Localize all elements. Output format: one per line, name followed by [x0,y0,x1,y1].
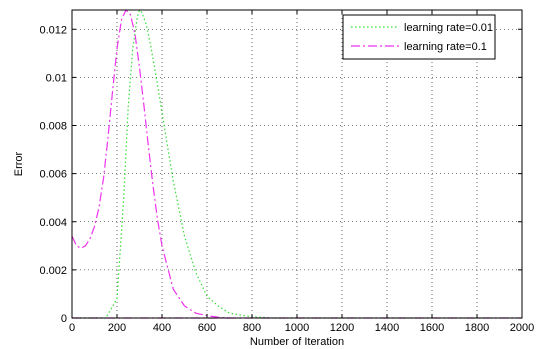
legend-label: learning rate=0.01 [404,22,493,34]
axis-ticks: 0 200 400 600 800 1000 1200 1400 1600 1800 2000 0 0.… [39,10,534,334]
x-tick-label: 1800 [465,322,489,334]
grid-lines [72,10,522,318]
y-tick-label: 0.008 [39,121,67,133]
x-tick-label: 1600 [420,322,444,334]
x-axis-title: Number of Iteration [250,336,344,348]
y-tick-label: 0.012 [39,24,67,36]
x-tick-label: 200 [108,322,126,334]
x-tick-label: 0 [69,322,75,334]
y-tick-label: 0.002 [39,265,67,277]
x-tick-label: 400 [153,322,171,334]
y-tick-label: 0.01 [46,72,67,84]
x-tick-label: 800 [243,322,261,334]
x-tick-label: 1400 [375,322,399,334]
y-axis-title: Error [13,151,25,176]
legend: learning rate=0.01 learning rate=0.1 [342,14,496,60]
y-tick-label: 0.006 [39,169,67,181]
x-tick-label: 1000 [285,322,309,334]
x-tick-label: 1200 [330,322,354,334]
x-tick-label: 2000 [510,322,534,334]
legend-label: learning rate=0.1 [404,41,487,53]
x-tick-label: 600 [198,322,216,334]
y-tick-label: 0.004 [39,217,67,229]
series-line [72,8,522,319]
legend-box [342,14,496,60]
y-tick-label: 0 [61,313,67,325]
